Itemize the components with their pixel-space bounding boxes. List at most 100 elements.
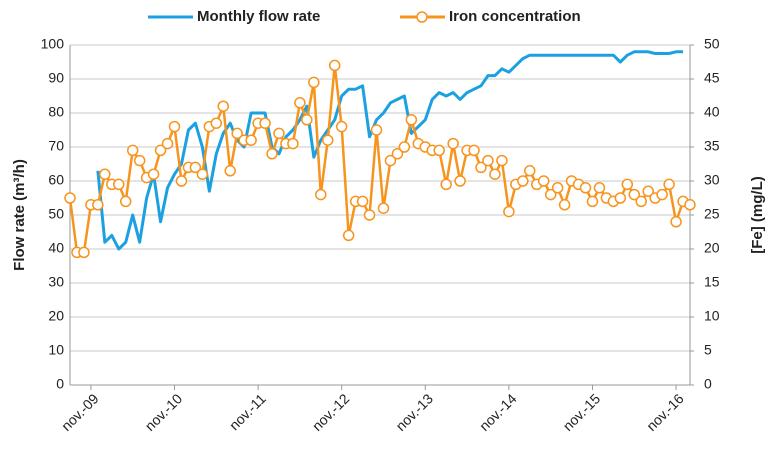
marker xyxy=(579,182,592,194)
marker xyxy=(447,137,459,150)
marker xyxy=(335,120,348,133)
marker xyxy=(496,154,508,167)
x-tick-label: nov.-11 xyxy=(226,390,269,433)
marker xyxy=(328,59,341,72)
y2-tick-label: 30 xyxy=(704,172,720,188)
marker xyxy=(586,195,599,208)
y-tick-label: 70 xyxy=(48,138,64,154)
marker xyxy=(259,117,271,129)
marker xyxy=(593,182,606,194)
marker xyxy=(663,178,675,191)
y-tick-label: 50 xyxy=(48,206,64,222)
y2-tick-label: 0 xyxy=(704,376,712,392)
marker xyxy=(113,178,125,191)
marker xyxy=(92,199,104,211)
x-tick-label: nov.-10 xyxy=(142,390,186,434)
marker xyxy=(642,185,654,197)
marker xyxy=(224,165,236,177)
y-tick-label: 20 xyxy=(48,308,64,324)
marker xyxy=(391,148,404,160)
marker xyxy=(217,100,230,112)
marker xyxy=(126,144,139,157)
y2-tick-label: 35 xyxy=(704,138,720,154)
marker xyxy=(133,154,146,167)
marker xyxy=(454,175,466,187)
marker xyxy=(168,120,181,133)
x-tick-label: nov.-14 xyxy=(476,390,520,434)
marker xyxy=(370,124,383,136)
marker xyxy=(231,127,243,140)
y-tick-label: 30 xyxy=(48,274,64,290)
y2-tick-label: 15 xyxy=(704,274,720,290)
y-tick-label: 10 xyxy=(48,342,64,358)
x-tick-label: nov.-15 xyxy=(560,390,604,434)
marker xyxy=(196,168,209,180)
y-tick-label: 40 xyxy=(48,240,64,256)
marker xyxy=(517,175,529,187)
y-axis-label: Flow rate (m³/h) xyxy=(11,159,28,271)
x-tick-label: nov.-13 xyxy=(392,390,436,434)
marker xyxy=(614,192,627,204)
y2-tick-label: 10 xyxy=(704,308,720,324)
series-line xyxy=(68,64,691,254)
marker xyxy=(475,161,487,174)
marker xyxy=(189,161,202,174)
marker xyxy=(656,188,668,201)
marker xyxy=(301,114,313,126)
marker xyxy=(210,117,223,129)
marker xyxy=(64,192,76,204)
y2-tick-label: 45 xyxy=(704,70,720,86)
y2-tick-label: 25 xyxy=(704,206,720,222)
legend-label: Monthly flow rate xyxy=(197,8,320,25)
marker xyxy=(440,178,452,191)
marker xyxy=(635,195,647,208)
marker xyxy=(363,209,376,221)
y-tick-label: 90 xyxy=(48,70,64,86)
marker xyxy=(503,205,515,218)
marker xyxy=(287,137,299,150)
marker xyxy=(670,216,682,228)
marker xyxy=(433,144,445,157)
marker xyxy=(489,168,501,180)
legend-label: Iron concentration xyxy=(449,8,581,25)
marker xyxy=(154,144,167,157)
marker xyxy=(147,168,160,180)
marker xyxy=(78,246,90,259)
x-tick-label: nov.-09 xyxy=(58,390,102,434)
marker xyxy=(377,202,390,214)
marker xyxy=(266,148,278,160)
marker xyxy=(621,178,634,191)
y-tick-label: 60 xyxy=(48,172,64,188)
y2-axis-label: [Fe] (mg/L) xyxy=(749,176,766,253)
marker xyxy=(245,134,257,146)
marker xyxy=(342,229,355,242)
marker xyxy=(405,114,418,126)
x-tick-label: nov.-16 xyxy=(643,390,687,434)
marker xyxy=(468,144,480,157)
y2-tick-label: 20 xyxy=(704,240,720,256)
series-line xyxy=(96,50,684,251)
marker xyxy=(537,175,550,187)
legend-marker xyxy=(416,11,428,23)
y-tick-label: 100 xyxy=(41,36,65,52)
marker xyxy=(273,127,285,140)
marker xyxy=(308,76,320,89)
marker xyxy=(524,165,536,177)
y2-tick-label: 40 xyxy=(704,104,720,120)
marker xyxy=(551,182,564,194)
y-tick-label: 0 xyxy=(56,376,64,392)
marker xyxy=(161,137,174,150)
marker xyxy=(356,195,369,208)
marker xyxy=(99,168,111,180)
marker xyxy=(628,188,641,201)
x-tick-label: nov.-12 xyxy=(309,390,353,434)
y-tick-label: 80 xyxy=(48,104,64,120)
marker xyxy=(384,154,397,167)
marker xyxy=(119,195,132,208)
marker xyxy=(315,188,327,201)
marker xyxy=(684,199,696,211)
y2-tick-label: 5 xyxy=(704,342,712,358)
marker xyxy=(322,134,334,146)
marker xyxy=(398,141,411,153)
